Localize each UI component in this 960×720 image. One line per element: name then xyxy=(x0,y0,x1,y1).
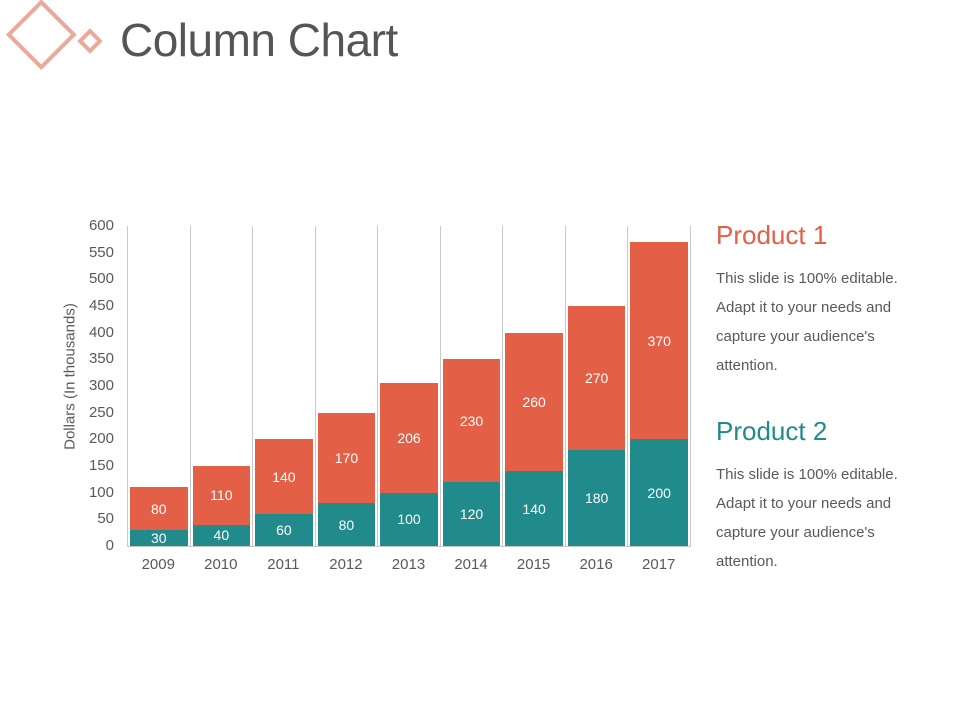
data-label: 80 xyxy=(338,516,355,533)
y-tick-label: 300 xyxy=(88,377,114,394)
y-tick-label: 100 xyxy=(88,483,114,501)
product-1-bar-segment: 110 xyxy=(192,466,251,525)
y-tick-label: 200 xyxy=(88,430,114,448)
data-label: 100 xyxy=(397,511,421,528)
data-label: 120 xyxy=(459,506,484,522)
y-tick-label: 550 xyxy=(88,243,114,261)
product-2-text-line: Adapt it to your needs and xyxy=(716,495,892,512)
product-2-bar-segment: 140 xyxy=(505,471,563,546)
data-label: 60 xyxy=(276,522,292,538)
category-separator xyxy=(440,226,441,546)
product-2-bar-segment: 100 xyxy=(380,492,438,546)
product-2-bar-segment: 60 xyxy=(255,514,313,546)
product-1-text-line: attention. xyxy=(716,357,778,374)
x-tick-label: 2011 xyxy=(267,556,300,573)
data-label: 140 xyxy=(272,468,296,485)
category-separator xyxy=(315,226,316,546)
y-tick-label: 50 xyxy=(97,510,114,528)
product-1-bar-segment: 270 xyxy=(567,306,626,450)
product-1-panel: Product 1 This slide is 100% editable. A… xyxy=(716,220,946,380)
x-tick-label: 2016 xyxy=(579,556,613,573)
data-label: 80 xyxy=(150,500,167,517)
product-2-text-line: capture your audience's xyxy=(716,524,875,541)
data-label: 200 xyxy=(647,484,671,501)
category-separator xyxy=(190,226,191,546)
data-label: 30 xyxy=(150,530,167,546)
x-tick-label: 2010 xyxy=(204,556,238,573)
x-axis-line xyxy=(127,546,691,547)
data-label: 180 xyxy=(584,490,609,506)
product-2-text-line: attention. xyxy=(716,553,778,570)
category-separator xyxy=(690,226,691,546)
product-1-bar-segment: 370 xyxy=(630,242,688,440)
y-tick-label: 450 xyxy=(88,297,114,314)
product-1-text-line: Adapt it to your needs and xyxy=(716,299,892,316)
x-tick-label: 2009 xyxy=(141,556,175,573)
x-tick-label: 2015 xyxy=(516,556,551,573)
category-separator xyxy=(127,226,128,546)
category-separator xyxy=(565,226,566,546)
y-tick-label: 400 xyxy=(88,323,114,341)
y-tick-label: 500 xyxy=(88,270,114,288)
product-2-bar-segment: 80 xyxy=(317,503,376,546)
product-2-bar-segment: 30 xyxy=(130,530,188,546)
data-label: 370 xyxy=(647,332,671,349)
x-tick-label: 2014 xyxy=(454,556,488,573)
data-label: 170 xyxy=(334,449,359,466)
product-2-bar-segment: 180 xyxy=(567,450,626,546)
x-tick-label: 2012 xyxy=(329,556,363,573)
product-1-heading: Product 1 xyxy=(716,220,828,250)
product-2-bar-segment: 120 xyxy=(442,482,501,546)
product-1-bar-segment: 170 xyxy=(317,412,376,504)
data-label: 230 xyxy=(459,412,484,429)
y-tick-label: 0 xyxy=(105,537,114,554)
product-2-bar-segment: 200 xyxy=(630,439,688,546)
data-label: 260 xyxy=(522,393,546,410)
data-label: 270 xyxy=(584,370,609,386)
product-2-heading: Product 2 xyxy=(716,416,828,446)
data-label: 40 xyxy=(213,527,230,544)
x-tick-label: 2013 xyxy=(391,556,426,573)
category-separator xyxy=(252,226,253,546)
category-separator xyxy=(627,226,628,546)
data-label: 206 xyxy=(397,429,421,446)
y-tick-label: 250 xyxy=(88,403,114,421)
diamond-outline-icon xyxy=(5,0,103,70)
data-label: 140 xyxy=(522,500,546,517)
product-1-bar-segment: 230 xyxy=(442,359,501,482)
page-title: Column Chart xyxy=(120,14,398,66)
category-separator xyxy=(377,226,378,546)
column-chart: Dollars (In thousands) 0 50 100 150 200 250 30… xyxy=(62,217,691,573)
product-2-text-line: This slide is 100% editable. xyxy=(716,466,898,483)
y-tick-label: 150 xyxy=(88,457,114,474)
product-1-bar-segment: 260 xyxy=(505,332,563,472)
product-1-text-line: capture your audience's xyxy=(716,328,875,345)
data-label: 110 xyxy=(210,487,233,504)
product-2-panel: Product 2 This slide is 100% editable. A… xyxy=(716,416,946,576)
product-2-bar-segment: 40 xyxy=(192,524,251,546)
product-1-text-line: This slide is 100% editable. xyxy=(716,270,898,287)
x-tick-label: 2017 xyxy=(642,556,676,573)
category-separator xyxy=(502,226,503,546)
product-1-bar-segment: 206 xyxy=(380,382,438,493)
product-1-bar-segment: 80 xyxy=(130,487,188,530)
y-tick-label: 600 xyxy=(88,217,114,234)
y-tick-label: 350 xyxy=(88,350,114,368)
product-1-bar-segment: 140 xyxy=(255,439,313,514)
